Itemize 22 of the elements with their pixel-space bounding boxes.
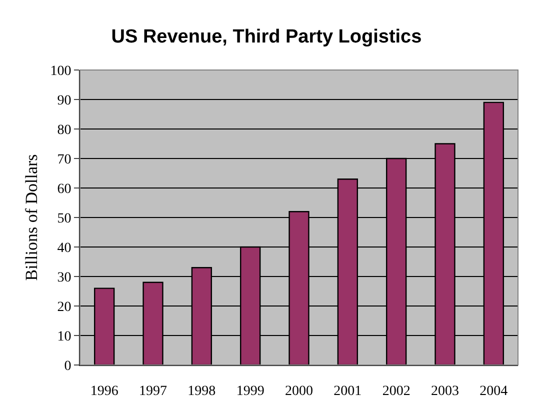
y-tick-label: 80 (57, 122, 72, 138)
x-tick-label: 2001 (334, 384, 362, 399)
y-tick-label: 90 (57, 93, 72, 108)
y-tick-label: 30 (57, 270, 72, 286)
x-tick-label: 2000 (285, 384, 313, 399)
x-tick-label: 1999 (236, 384, 264, 399)
x-tick-label: 1996 (90, 384, 118, 399)
chart-title: US Revenue, Third Party Logistics (111, 26, 422, 48)
x-tick-label: 2004 (480, 384, 508, 399)
y-tick-label: 0 (64, 358, 72, 374)
y-tick-label: 60 (57, 182, 72, 197)
y-tick-label: 10 (57, 329, 72, 344)
y-tick-label: 50 (57, 211, 72, 226)
y-tick-label: 20 (57, 300, 72, 315)
x-tick-label: 2002 (382, 384, 410, 399)
y-tick-label: 70 (57, 152, 72, 168)
y-tick-label: 100 (50, 64, 72, 79)
x-tick-label: 1998 (188, 384, 216, 399)
x-tick-label: 1997 (139, 384, 167, 399)
y-axis-title: Billions of Dollars (22, 154, 41, 281)
x-tick-label: 2003 (431, 384, 459, 399)
y-tick-label: 40 (57, 240, 72, 256)
